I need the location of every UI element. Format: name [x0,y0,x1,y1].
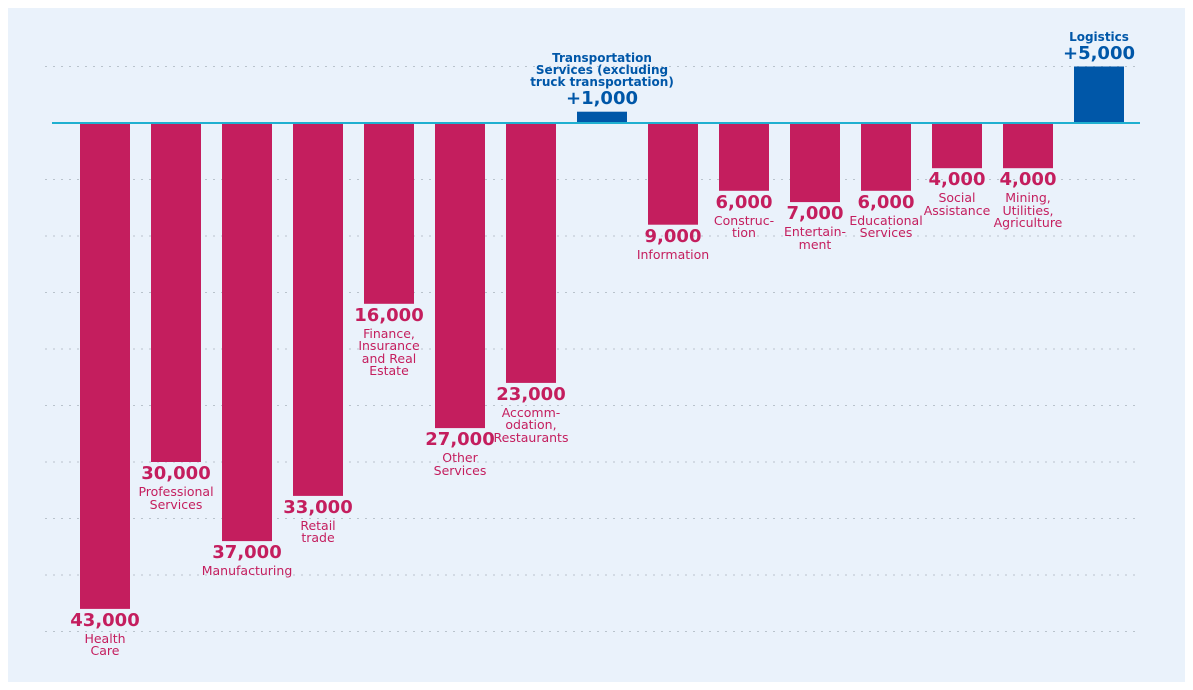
value-label: 4,000 [928,169,986,191]
bar [577,111,627,123]
value-label: +1,000 [565,87,639,109]
category-label: Retail trade [300,517,336,546]
category-label: Logistics [1069,29,1129,44]
bar [861,123,911,191]
bar [790,123,840,203]
category-label: Health Care [84,630,126,659]
category-label: Social Assistance [923,190,991,218]
value-label: 9,000 [644,225,702,247]
category-label: Transportation Services (excluding truck… [530,50,674,89]
category-label: Educational Services [849,212,923,241]
category-label: Finance, Insurance and Real Estate [358,325,420,379]
value-label: 6,000 [715,191,773,213]
bar [648,123,698,225]
category-label: Mining, Utilities, Agriculture [993,190,1063,231]
bar [506,123,556,383]
value-label: 4,000 [999,169,1057,191]
category-label: Entertain- ment [783,224,847,252]
category-label: Other Services [433,450,487,478]
value-label: +5,000 [1062,42,1136,64]
value-label: 23,000 [496,383,566,405]
bar [222,123,272,542]
bar [719,123,769,191]
value-label: 30,000 [141,463,211,484]
value-label: 33,000 [283,496,353,518]
bar [932,123,982,169]
bar [435,123,485,429]
bar [80,123,130,609]
category-label: Information [636,246,710,262]
bar [293,123,343,496]
value-label: 6,000 [857,191,915,213]
value-label: 43,000 [70,609,140,631]
value-label: 7,000 [786,203,844,225]
value-label: 27,000 [425,429,495,451]
bar [1003,123,1053,169]
category-label: Professional Services [138,484,214,512]
value-label: 37,000 [212,542,282,564]
bar [151,123,201,462]
category-label: Construc- tion [713,212,775,241]
value-label: 16,000 [354,304,424,326]
bar [1074,66,1124,123]
category-label: Manufacturing [201,563,293,579]
category-label: Accomm- odation, Restaurants [493,404,569,445]
bar [364,123,414,304]
